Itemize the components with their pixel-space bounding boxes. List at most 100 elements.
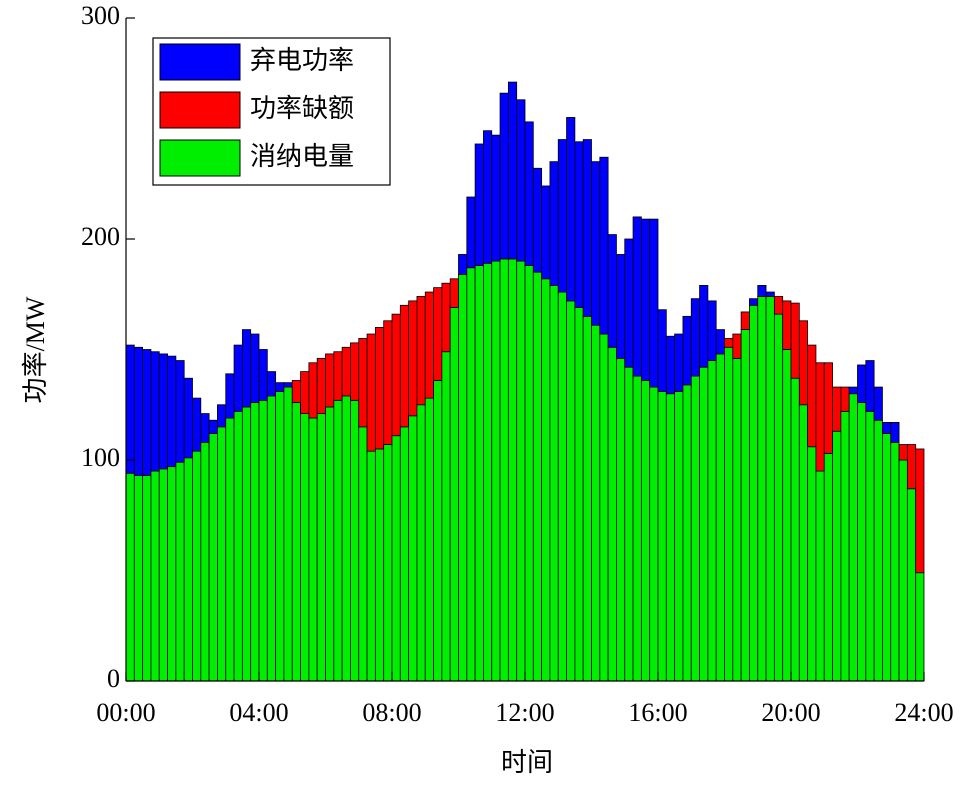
bar bbox=[715, 353, 725, 682]
bar bbox=[773, 313, 784, 682]
bar bbox=[183, 377, 193, 459]
bar bbox=[840, 410, 850, 682]
bar bbox=[208, 419, 218, 434]
bar bbox=[374, 326, 385, 450]
bar bbox=[399, 304, 410, 428]
bar bbox=[158, 468, 168, 682]
bar bbox=[507, 81, 518, 260]
bar bbox=[649, 386, 659, 682]
bar bbox=[208, 433, 218, 682]
bar bbox=[283, 382, 293, 388]
bar bbox=[275, 382, 285, 392]
bar bbox=[657, 391, 667, 682]
bar bbox=[516, 260, 526, 682]
bar bbox=[674, 333, 684, 392]
bar bbox=[283, 386, 293, 682]
legend-swatch bbox=[159, 139, 241, 177]
bar bbox=[167, 355, 177, 468]
bar bbox=[366, 450, 376, 682]
bar bbox=[466, 196, 476, 269]
bar bbox=[557, 291, 567, 682]
bar bbox=[383, 444, 393, 682]
bar bbox=[275, 391, 285, 682]
bar bbox=[266, 371, 277, 397]
bar bbox=[773, 296, 784, 315]
bar bbox=[882, 422, 892, 434]
x-tick-label: 08:00 bbox=[362, 698, 421, 727]
bar bbox=[366, 333, 376, 452]
bar bbox=[142, 349, 152, 476]
y-axis-label: 功率/MW bbox=[21, 296, 50, 403]
bar bbox=[749, 304, 759, 682]
x-tick-label: 00:00 bbox=[96, 698, 155, 727]
bar bbox=[607, 346, 617, 682]
bar bbox=[624, 238, 634, 368]
bar bbox=[840, 386, 850, 412]
bar bbox=[915, 448, 925, 574]
bar bbox=[217, 404, 227, 428]
bar bbox=[150, 470, 160, 682]
bar bbox=[549, 285, 559, 682]
legend-label: 弃电功率 bbox=[250, 46, 354, 75]
bar bbox=[333, 399, 343, 682]
bar bbox=[258, 349, 268, 401]
bar bbox=[582, 139, 592, 317]
bar bbox=[607, 234, 617, 348]
bar bbox=[150, 351, 160, 472]
bar bbox=[441, 351, 451, 682]
bar bbox=[740, 329, 750, 682]
bar bbox=[873, 419, 883, 682]
bar bbox=[391, 435, 401, 682]
bar bbox=[333, 351, 343, 401]
bar bbox=[724, 346, 734, 682]
bar bbox=[823, 362, 833, 454]
bar bbox=[250, 333, 260, 403]
bar bbox=[350, 342, 360, 401]
bar bbox=[798, 320, 809, 406]
bar bbox=[857, 402, 867, 682]
bar bbox=[449, 278, 459, 308]
bar bbox=[757, 285, 767, 297]
bar bbox=[765, 296, 775, 682]
bar bbox=[848, 386, 858, 395]
bar bbox=[499, 258, 509, 682]
bar bbox=[258, 399, 268, 682]
bar bbox=[291, 402, 301, 682]
bar bbox=[732, 357, 742, 682]
bar bbox=[832, 386, 842, 432]
bar bbox=[341, 346, 351, 397]
bar bbox=[192, 397, 202, 452]
bar bbox=[848, 393, 858, 682]
bar bbox=[599, 156, 609, 335]
bar bbox=[300, 413, 310, 682]
bar bbox=[566, 300, 576, 682]
bar bbox=[466, 267, 476, 682]
bar bbox=[192, 450, 202, 682]
bar bbox=[815, 470, 825, 682]
bar bbox=[291, 380, 301, 403]
x-tick-label: 12:00 bbox=[495, 698, 554, 727]
y-tick-label: 100 bbox=[81, 443, 120, 472]
bar bbox=[674, 391, 684, 682]
bar bbox=[133, 475, 144, 682]
bar bbox=[732, 333, 742, 359]
bar bbox=[832, 430, 842, 682]
bar bbox=[416, 296, 426, 406]
bar bbox=[873, 386, 883, 421]
bar bbox=[158, 353, 168, 470]
bar bbox=[906, 444, 917, 490]
bar bbox=[308, 362, 318, 419]
bar bbox=[616, 357, 626, 682]
bar bbox=[200, 413, 210, 443]
bar bbox=[125, 344, 135, 474]
bar bbox=[183, 457, 193, 682]
bar bbox=[782, 300, 792, 350]
bar bbox=[865, 360, 875, 412]
bar bbox=[424, 397, 434, 682]
x-tick-label: 16:00 bbox=[628, 698, 687, 727]
bar bbox=[391, 313, 401, 437]
bar bbox=[458, 254, 468, 275]
bar bbox=[582, 315, 592, 682]
bar bbox=[225, 373, 235, 419]
